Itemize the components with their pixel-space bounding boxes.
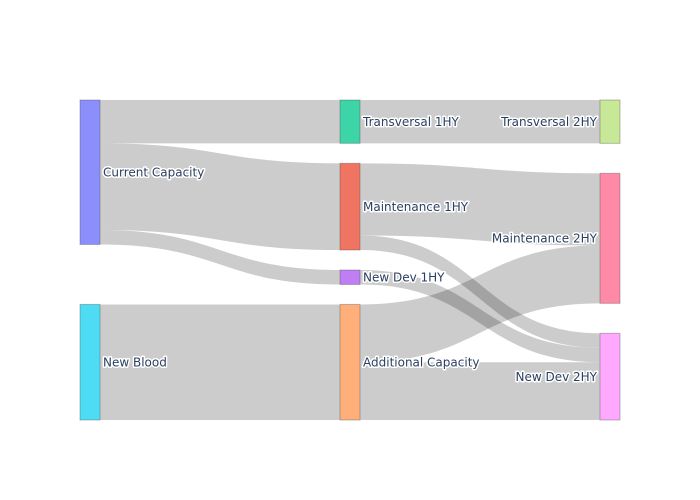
- node-label-trans2: Transversal 2HY: [500, 115, 598, 129]
- node-label-maint1: Maintenance 1HY: [363, 200, 469, 214]
- link-maint1-to-maint2[interactable]: [360, 163, 600, 246]
- link-newblood-to-addcap[interactable]: [100, 304, 340, 420]
- node-label-maint2: Maintenance 2HY: [492, 232, 598, 246]
- node-maint1[interactable]: [339, 162, 361, 251]
- node-bar-newdev1[interactable]: [339, 269, 361, 285]
- node-bar-trans1[interactable]: [339, 99, 361, 144]
- node-bar-newdev2[interactable]: [599, 332, 621, 421]
- node-addcap[interactable]: [339, 303, 361, 421]
- node-label-addcap: Additional Capacity: [363, 355, 480, 369]
- node-bar-addcap[interactable]: [339, 303, 361, 421]
- link-current-to-maint1[interactable]: [100, 143, 340, 250]
- nodes-layer: [79, 99, 621, 421]
- node-label-current: Current Capacity: [103, 165, 204, 179]
- node-newdev1[interactable]: [339, 269, 361, 285]
- node-trans1[interactable]: [339, 99, 361, 144]
- node-newblood[interactable]: [79, 303, 101, 421]
- link-newdev1-to-newdev2[interactable]: [360, 270, 600, 363]
- node-label-newdev2: New Dev 2HY: [515, 370, 597, 384]
- link-maint1-to-newdev2[interactable]: [360, 235, 600, 348]
- node-current[interactable]: [79, 99, 101, 245]
- node-label-newblood: New Blood: [103, 355, 167, 369]
- link-addcap-to-newdev2[interactable]: [360, 362, 600, 420]
- links-layer: [100, 100, 600, 420]
- node-newdev2[interactable]: [599, 332, 621, 421]
- node-bar-trans2[interactable]: [599, 99, 621, 144]
- link-trans1-to-trans2[interactable]: [360, 100, 600, 144]
- node-label-trans1: Transversal 1HY: [362, 115, 460, 129]
- link-addcap-to-maint2[interactable]: [360, 245, 600, 363]
- node-bar-maint2[interactable]: [599, 172, 621, 304]
- node-trans2[interactable]: [599, 99, 621, 144]
- node-bar-maint1[interactable]: [339, 162, 361, 251]
- node-maint2[interactable]: [599, 172, 621, 304]
- node-bar-newblood[interactable]: [79, 303, 101, 421]
- link-current-to-trans1[interactable]: [100, 100, 340, 144]
- link-current-to-newdev1[interactable]: [100, 230, 340, 285]
- node-bar-current[interactable]: [79, 99, 101, 245]
- node-label-newdev1: New Dev 1HY: [363, 270, 445, 284]
- labels-layer: Current Capacity New Blood Transversal 1HY…: [102, 113, 600, 385]
